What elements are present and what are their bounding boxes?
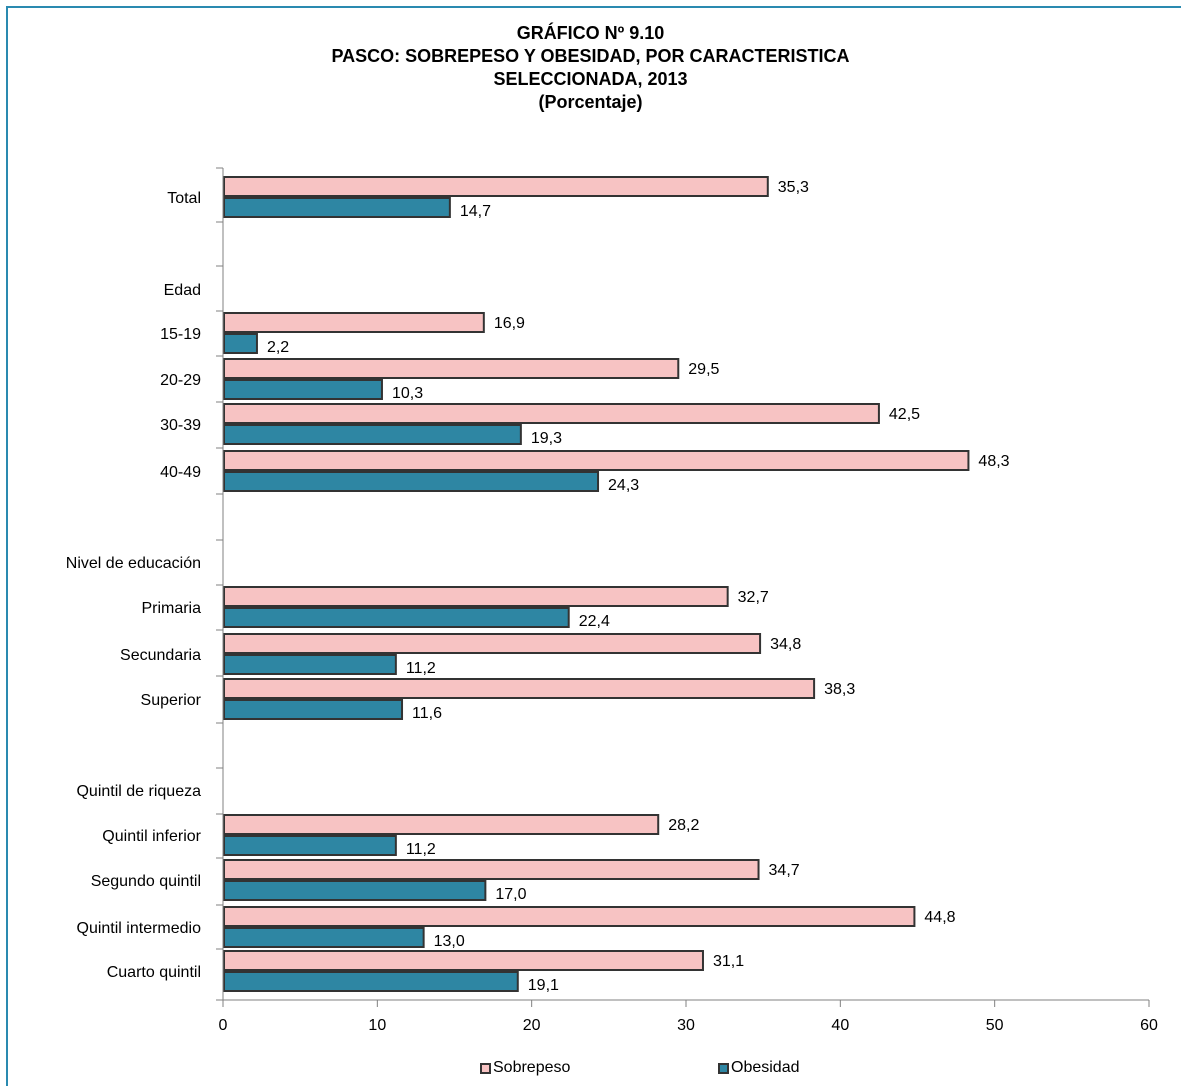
data-label-sobrepeso-primaria: 32,7 — [738, 589, 769, 606]
category-label-30-39: 30-39 — [160, 417, 201, 434]
bar-obesidad-quintil-intermedio — [223, 927, 425, 948]
title-line-1: GRÁFICO Nº 9.10 — [516, 23, 665, 43]
data-label-sobrepeso-total: 35,3 — [778, 179, 809, 196]
bar-obesidad-20-29 — [223, 379, 383, 400]
chart-title: GRÁFICO Nº 9.10 PASCO: SOBREPESO Y OBESI… — [0, 22, 1181, 114]
category-label-quintil-intermedio: Quintil intermedio — [77, 920, 202, 937]
data-label-obesidad-20-29: 10,3 — [392, 385, 423, 402]
category-label-nivel-de-educacion: Nivel de educación — [66, 555, 201, 572]
data-label-sobrepeso-30-39: 42,5 — [889, 406, 920, 423]
value-axis-tick-label: 30 — [677, 1017, 695, 1034]
legend-item-obesidad: Obesidad — [718, 1059, 800, 1077]
bar-obesidad-superior — [223, 699, 404, 720]
bar-sobrepeso-20-29 — [223, 358, 680, 379]
category-label-20-29: 20-29 — [160, 372, 201, 389]
bar-sobrepeso-total — [223, 176, 769, 197]
legend-swatch-obesidad — [718, 1062, 729, 1074]
data-label-sobrepeso-secundaria: 34,8 — [770, 636, 801, 653]
data-label-obesidad-total: 14,7 — [460, 203, 491, 220]
bar-sobrepeso-superior — [223, 678, 816, 699]
data-label-obesidad-quintil-inferior: 11,2 — [406, 841, 436, 858]
category-label-secundaria: Secundaria — [120, 647, 201, 664]
value-axis-tick-label: 20 — [523, 1017, 541, 1034]
data-label-sobrepeso-15-19: 16,9 — [494, 315, 525, 332]
bar-obesidad-segundo-quintil — [223, 880, 487, 901]
category-label-primaria: Primaria — [141, 600, 201, 617]
bar-chart: Total 35,3 14,7 Edad 15-19 16,9 2,2 20-29 29,5 10… — [66, 167, 1158, 1034]
legend-swatch-sobrepeso — [480, 1062, 491, 1074]
data-label-sobrepeso-20-29: 29,5 — [688, 361, 719, 378]
legend: Sobrepeso Obesidad — [0, 1056, 1181, 1082]
bar-obesidad-quintil-inferior — [223, 835, 397, 856]
category-label-total: Total — [167, 190, 201, 207]
data-label-sobrepeso-segundo-quintil: 34,7 — [769, 862, 800, 879]
legend-label-sobrepeso: Sobrepeso — [493, 1059, 571, 1076]
bar-obesidad-cuarto-quintil — [223, 971, 519, 992]
data-label-sobrepeso-cuarto-quintil: 31,1 — [713, 953, 744, 970]
category-label-40-49: 40-49 — [160, 464, 201, 481]
category-label-superior: Superior — [141, 692, 202, 709]
category-label-segundo-quintil: Segundo quintil — [91, 873, 201, 890]
title-line-2: PASCO: SOBREPESO Y OBESIDAD, POR CARACTE… — [331, 46, 850, 66]
value-axis-tick-label: 10 — [368, 1017, 386, 1034]
bar-sobrepeso-segundo-quintil — [223, 859, 760, 880]
data-label-sobrepeso-40-49: 48,3 — [978, 453, 1009, 470]
value-axis-tick-label: 50 — [986, 1017, 1004, 1034]
legend-item-sobrepeso: Sobrepeso — [480, 1059, 570, 1077]
bar-sobrepeso-30-39 — [223, 403, 880, 424]
category-label-quintil-inferior: Quintil inferior — [102, 828, 201, 845]
data-label-obesidad-30-39: 19,3 — [531, 430, 562, 447]
bar-obesidad-15-19 — [223, 333, 258, 354]
bar-sobrepeso-quintil-inferior — [223, 814, 660, 835]
data-label-sobrepeso-quintil-intermedio: 44,8 — [924, 909, 955, 926]
bar-sobrepeso-secundaria — [223, 633, 762, 654]
bar-sobrepeso-quintil-intermedio — [223, 906, 916, 927]
legend-label-obesidad: Obesidad — [731, 1059, 800, 1076]
title-line-3: SELECCIONADA, 2013 — [493, 69, 688, 89]
bar-obesidad-total — [223, 197, 451, 218]
bar-obesidad-secundaria — [223, 654, 397, 675]
bar-obesidad-30-39 — [223, 424, 522, 445]
data-label-obesidad-cuarto-quintil: 19,1 — [528, 977, 559, 994]
bar-sobrepeso-15-19 — [223, 312, 485, 333]
category-label-15-19: 15-19 — [160, 326, 201, 343]
data-label-obesidad-quintil-intermedio: 13,0 — [434, 933, 465, 950]
bar-obesidad-40-49 — [223, 471, 600, 492]
bar-sobrepeso-cuarto-quintil — [223, 950, 704, 971]
category-label-quintil-de-riqueza: Quintil de riqueza — [76, 783, 201, 800]
data-label-obesidad-superior: 11,6 — [412, 705, 442, 722]
bar-obesidad-primaria — [223, 607, 570, 628]
data-label-sobrepeso-quintil-inferior: 28,2 — [668, 817, 699, 834]
category-label-cuarto-quintil: Cuarto quintil — [107, 964, 201, 981]
data-label-obesidad-primaria: 22,4 — [579, 613, 610, 630]
data-label-obesidad-40-49: 24,3 — [608, 477, 639, 494]
data-label-sobrepeso-superior: 38,3 — [824, 681, 855, 698]
value-axis-tick-label: 60 — [1140, 1017, 1158, 1034]
data-label-obesidad-secundaria: 11,2 — [406, 660, 436, 677]
value-axis-tick-label: 40 — [831, 1017, 849, 1034]
value-axis-tick-label: 0 — [219, 1017, 228, 1034]
title-line-4: (Porcentaje) — [538, 92, 643, 112]
data-label-obesidad-15-19: 2,2 — [267, 339, 289, 356]
bar-sobrepeso-primaria — [223, 586, 729, 607]
bar-sobrepeso-40-49 — [223, 450, 970, 471]
data-label-obesidad-segundo-quintil: 17,0 — [495, 886, 526, 903]
category-label-edad: Edad — [164, 282, 201, 299]
